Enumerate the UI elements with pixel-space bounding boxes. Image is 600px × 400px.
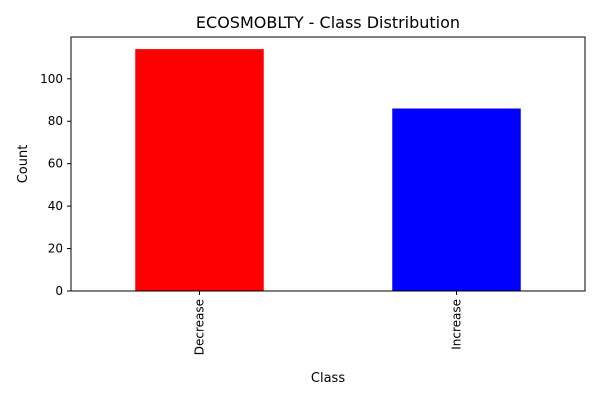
bar-decrease [135,49,264,291]
plot-area: 0 20 40 60 80 100 Decrease Increase [40,36,586,355]
y-tick-label: 60 [48,157,63,171]
x-tick-label-increase: Increase [450,299,464,350]
chart-title: ECOSMOBLTY - Class Distribution [196,13,460,32]
y-tick-label: 20 [48,242,63,256]
y-tick-label: 80 [48,114,63,128]
x-tick-label-decrease: Decrease [193,299,207,355]
y-tick-label: 40 [48,199,63,213]
y-tick-label: 0 [55,284,63,298]
x-axis-label: Class [311,371,345,386]
y-axis-label: Count [16,145,31,184]
bar-increase [392,108,521,292]
y-tick-label: 100 [40,72,63,86]
